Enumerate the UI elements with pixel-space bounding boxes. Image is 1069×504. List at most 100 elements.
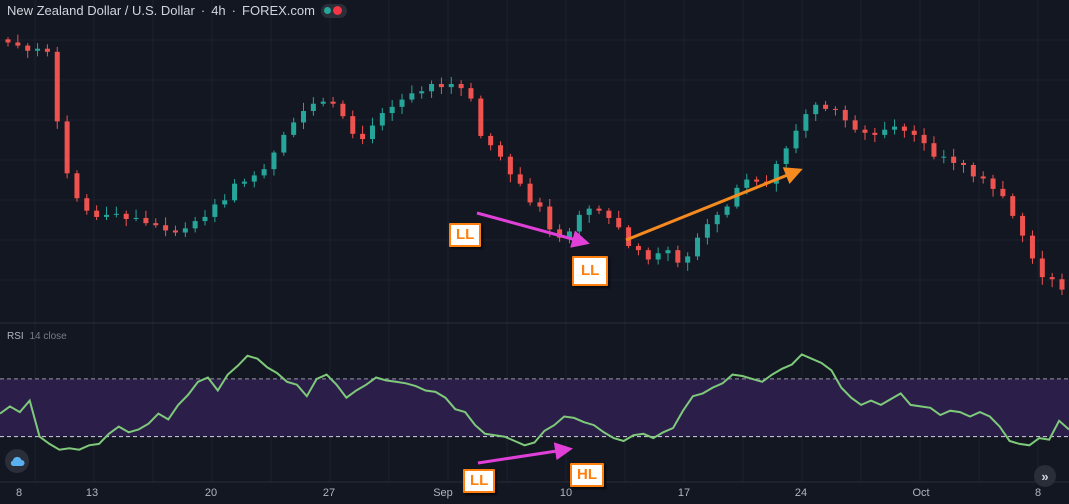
candle-body [350, 116, 356, 134]
x-tick-label: 8 [1034, 487, 1042, 499]
candle-body [399, 99, 405, 107]
candle-body [547, 206, 553, 230]
candle-body [793, 130, 799, 149]
x-tick-label: 20 [204, 487, 218, 499]
price-trend-arrow [625, 167, 803, 242]
candle-body [468, 88, 474, 99]
market-status-toggle[interactable] [320, 3, 347, 18]
candle-body [448, 84, 454, 88]
candle-body [74, 173, 80, 199]
candle-body [163, 225, 169, 231]
price-ll-badge-1: LL [449, 223, 482, 247]
candle-body [882, 129, 888, 135]
candle-body [606, 210, 612, 218]
candle-body [823, 104, 829, 109]
candle-body [330, 101, 336, 104]
candle-body [527, 183, 533, 203]
candle-body [478, 98, 484, 136]
candle-body [123, 213, 129, 219]
market-closed-dot [332, 6, 342, 15]
x-tick-label: Oct [912, 487, 930, 499]
candle-body [557, 229, 563, 238]
candle-body [1010, 196, 1016, 216]
candle-body [714, 214, 720, 225]
candle-body [537, 202, 543, 207]
candle-body [35, 48, 41, 51]
candle-body [369, 125, 375, 140]
candle-body [54, 51, 60, 122]
x-tick-label: Sep [433, 487, 453, 499]
rsi-name: RSI [7, 331, 24, 342]
candle-body [941, 156, 947, 158]
candle-body [852, 120, 858, 130]
candle-body [507, 156, 513, 175]
candle-body [1020, 215, 1026, 236]
symbol-header[interactable]: New Zealand Dollar / U.S. Dollar · 4h · … [7, 3, 347, 18]
candle-body [931, 143, 937, 157]
candle-body [104, 214, 110, 217]
candle-body [64, 121, 70, 174]
candle-body [281, 134, 287, 153]
x-tick-label: 8 [15, 487, 23, 499]
candle-body [675, 250, 681, 263]
candle-body [566, 231, 572, 238]
candle-body [212, 204, 218, 217]
rsi-line [0, 353, 1069, 451]
candle-body [980, 176, 986, 179]
interval-label[interactable]: 4h [211, 3, 226, 18]
candle-body [84, 198, 90, 211]
candle-body [576, 214, 582, 232]
candle-body [379, 113, 385, 126]
candle-body [222, 200, 228, 205]
chevrons-right-icon: » [1041, 468, 1049, 484]
candle-body [429, 84, 435, 92]
symbol-title: New Zealand Dollar / U.S. Dollar [7, 3, 195, 18]
market-status-dot [323, 7, 331, 14]
candle-body [1000, 188, 1006, 197]
candle-body [813, 104, 819, 115]
cloud-button[interactable] [5, 449, 29, 473]
candle-body [724, 206, 730, 215]
candle-body [862, 129, 868, 133]
header-separator-2: · [231, 3, 237, 18]
candle-body [271, 152, 277, 170]
candle-body [911, 130, 917, 135]
candle-body [704, 224, 710, 238]
candle-body [892, 126, 898, 130]
candle-body [645, 250, 651, 260]
candle-body [685, 256, 691, 263]
candle-body [734, 187, 740, 207]
x-tick-label: 17 [677, 487, 691, 499]
candle-body [202, 216, 208, 222]
rsi-legend[interactable]: RSI 14 close [7, 331, 67, 342]
x-tick-label: 13 [85, 487, 99, 499]
candle-body [172, 230, 178, 233]
candle-body [192, 221, 198, 229]
candle-body [15, 42, 21, 46]
candle-body [803, 114, 809, 131]
candle-body [488, 135, 494, 146]
rsi-ll-badge: LL [463, 469, 496, 493]
candle-body [340, 103, 346, 117]
candle-body [133, 217, 139, 219]
candle-body [783, 148, 789, 164]
candle-body [182, 228, 188, 233]
candle-body [773, 163, 779, 184]
scroll-right-button[interactable]: » [1034, 465, 1056, 487]
rsi-band [0, 378, 1069, 437]
candle-body [389, 106, 395, 114]
candle-body [655, 253, 661, 260]
candle-body [754, 179, 760, 182]
candle-body [360, 133, 366, 140]
source-label: FOREX.com [242, 3, 315, 18]
candle-body [1029, 235, 1035, 259]
cloud-icon [10, 456, 25, 466]
candle-body [251, 175, 257, 182]
candle-body [291, 122, 297, 135]
candle-body [310, 103, 316, 111]
candle-body [94, 210, 100, 217]
candle-body [44, 48, 50, 52]
candle-body [113, 213, 119, 215]
